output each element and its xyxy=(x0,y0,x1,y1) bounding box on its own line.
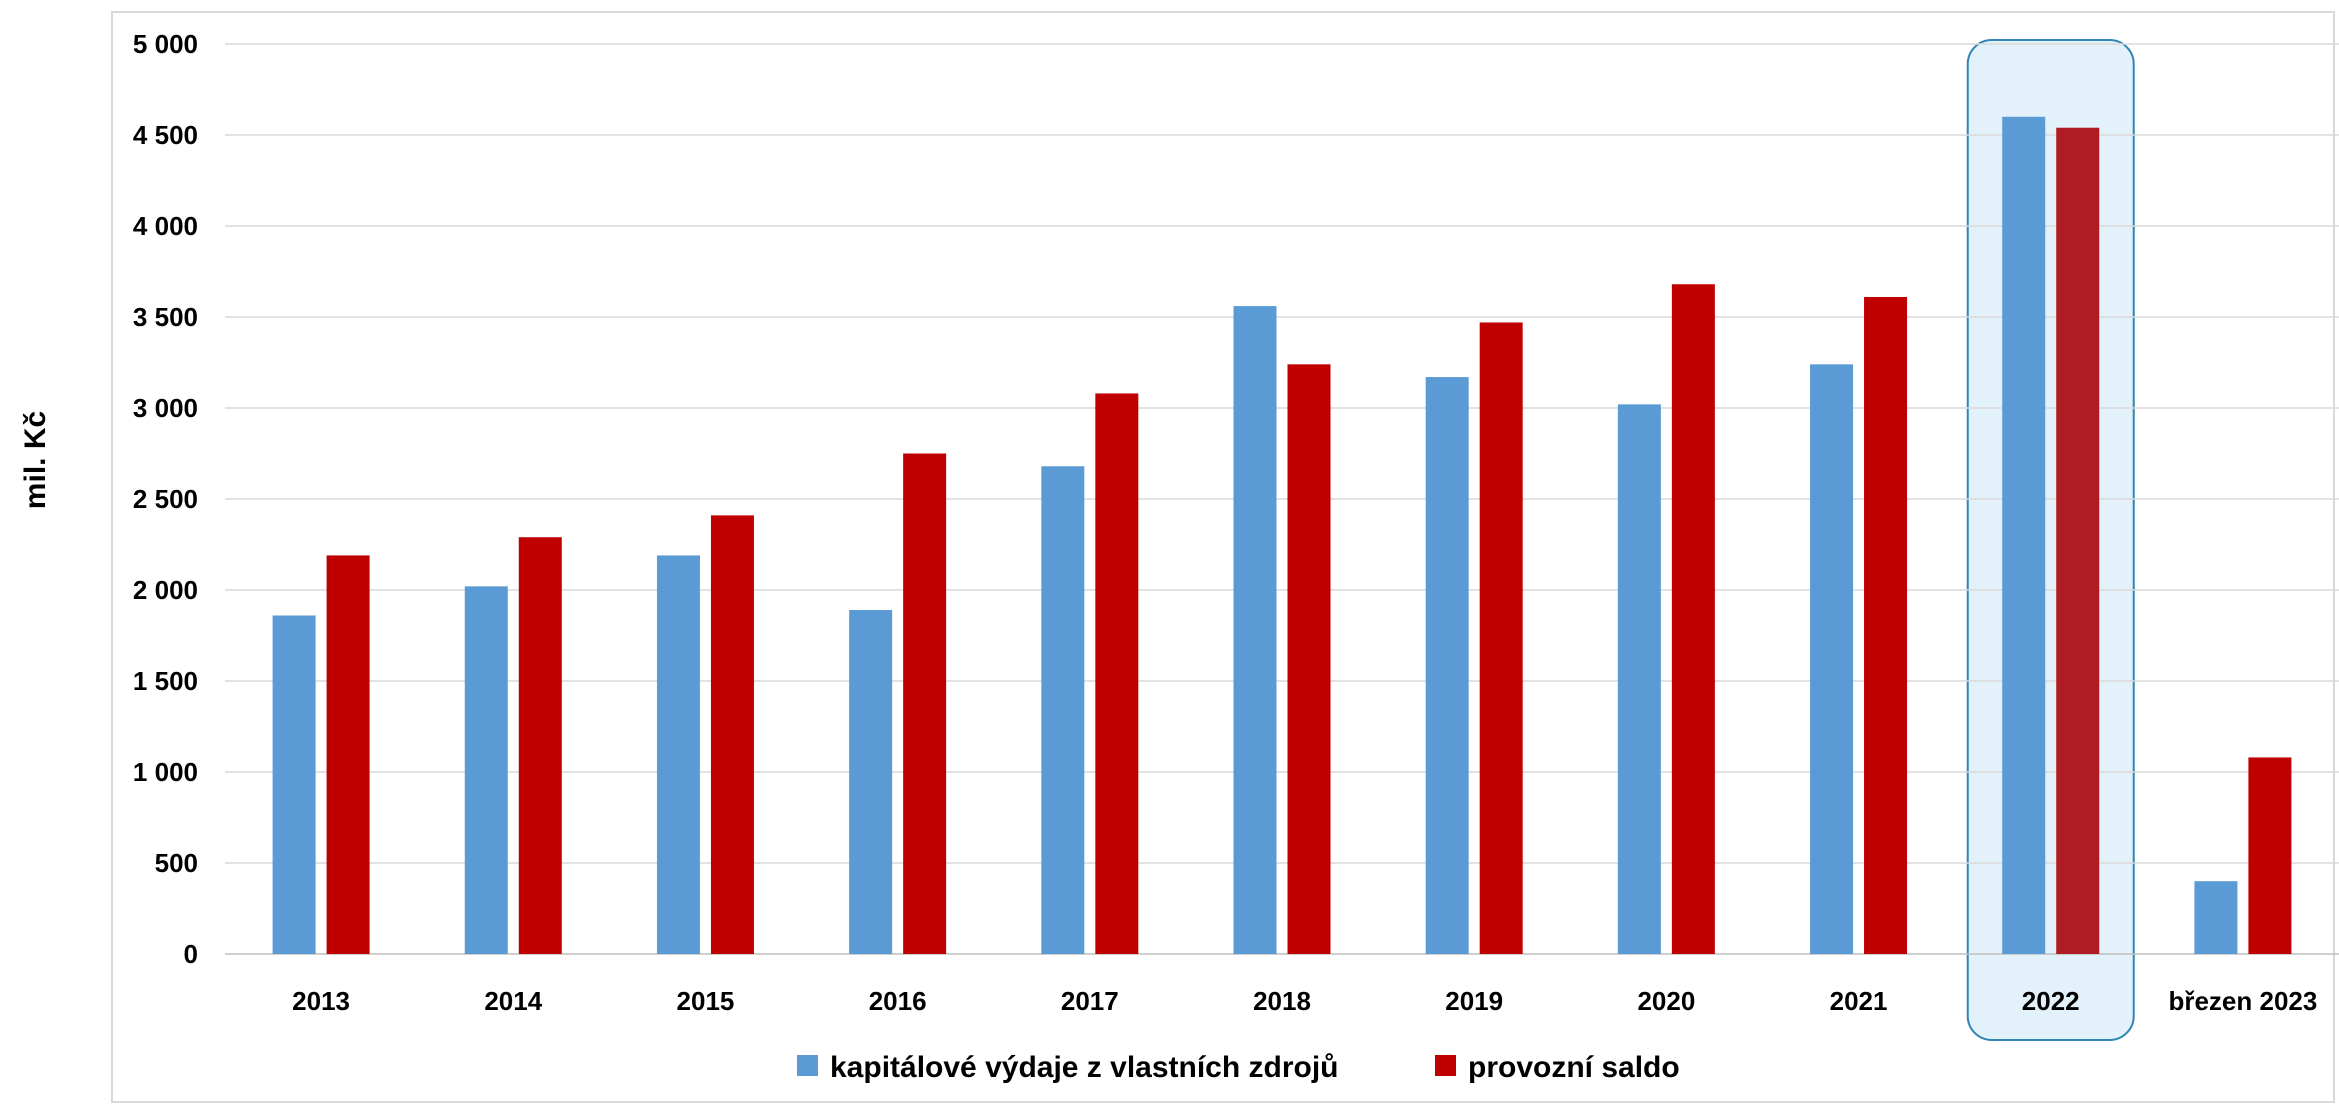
y-tick-label: 2 500 xyxy=(133,484,198,514)
legend-label: provozní saldo xyxy=(1468,1051,1680,1084)
y-tick-label: 2 000 xyxy=(133,575,198,605)
y-tick-label: 1 500 xyxy=(133,666,198,696)
x-tick-label: 2017 xyxy=(1061,986,1119,1016)
x-tick-label: 2013 xyxy=(292,986,350,1016)
y-tick-label: 1 000 xyxy=(133,757,198,787)
x-tick-label: 2014 xyxy=(484,986,542,1016)
bar-provozni-saldo-březen-2023 xyxy=(2248,757,2292,954)
bar-provozni-saldo-2014 xyxy=(518,537,562,954)
axis-layer: 0 500 1 000 1 500 2 000 2 500 3 000 3 500 4 000 4… xyxy=(133,29,2317,1016)
y-tick-label: 5 000 xyxy=(133,29,198,59)
x-tick-label: 2015 xyxy=(677,986,735,1016)
y-tick-label: 4 500 xyxy=(133,120,198,150)
bar-kapitalove-vydaje-2021 xyxy=(1810,364,1854,954)
highlight-box-2022 xyxy=(1966,39,2135,1041)
bar-provozni-saldo-2018 xyxy=(1287,364,1331,954)
bar-provozni-saldo-2021 xyxy=(1864,296,1908,955)
bar-provozni-saldo-2020 xyxy=(1671,284,1715,954)
bar-kapitalove-vydaje-2016 xyxy=(849,610,893,954)
bars-layer xyxy=(272,116,2292,955)
bar-kapitalove-vydaje-2017 xyxy=(1041,466,1085,954)
y-axis-title: mil. Kč xyxy=(19,411,52,509)
legend-swatch xyxy=(1435,1055,1456,1076)
bar-kapitalove-vydaje-2020 xyxy=(1617,404,1661,954)
legend-item-provozni-saldo: provozní saldo xyxy=(1435,1051,1680,1084)
y-tick-label: 4 000 xyxy=(133,211,198,241)
bar-provozni-saldo-2016 xyxy=(903,453,947,954)
y-tick-label: 3 500 xyxy=(133,302,198,332)
x-tick-label: 2018 xyxy=(1253,986,1311,1016)
bar-provozni-saldo-2019 xyxy=(1479,322,1523,955)
grid-layer xyxy=(225,43,2339,955)
legend-label: kapitálové výdaje z vlastních zdrojů xyxy=(830,1051,1339,1084)
highlight-layer xyxy=(1966,39,2135,1041)
x-tick-label: 2021 xyxy=(1830,986,1888,1016)
bar-provozni-saldo-2017 xyxy=(1095,393,1139,954)
y-tick-label: 0 xyxy=(184,939,198,969)
bar-provozni-saldo-2015 xyxy=(710,515,754,954)
x-tick-label: 2019 xyxy=(1445,986,1503,1016)
bar-kapitalove-vydaje-2022 xyxy=(2002,116,2046,955)
legend-swatch xyxy=(797,1055,818,1076)
bar-kapitalove-vydaje-2018 xyxy=(1233,306,1277,955)
x-tick-label: 2020 xyxy=(1637,986,1695,1016)
x-tick-label: 2022 xyxy=(2022,986,2080,1016)
legend: kapitálové výdaje z vlastních zdrojů prov… xyxy=(797,1051,1680,1084)
x-tick-label: březen 2023 xyxy=(2168,986,2317,1016)
bar-kapitalove-vydaje-březen-2023 xyxy=(2194,881,2238,954)
y-tick-label: 3 000 xyxy=(133,393,198,423)
bar-kapitalove-vydaje-2019 xyxy=(1425,377,1469,954)
bar-kapitalove-vydaje-2013 xyxy=(272,615,316,954)
bar-provozni-saldo-2022 xyxy=(2056,127,2100,955)
x-tick-label: 2016 xyxy=(869,986,927,1016)
y-tick-label: 500 xyxy=(155,848,198,878)
bar-kapitalove-vydaje-2014 xyxy=(464,586,508,954)
bar-provozni-saldo-2013 xyxy=(326,555,370,954)
legend-item-kapitalove-vydaje: kapitálové výdaje z vlastních zdrojů xyxy=(797,1051,1339,1084)
bar-kapitalove-vydaje-2015 xyxy=(656,555,700,954)
